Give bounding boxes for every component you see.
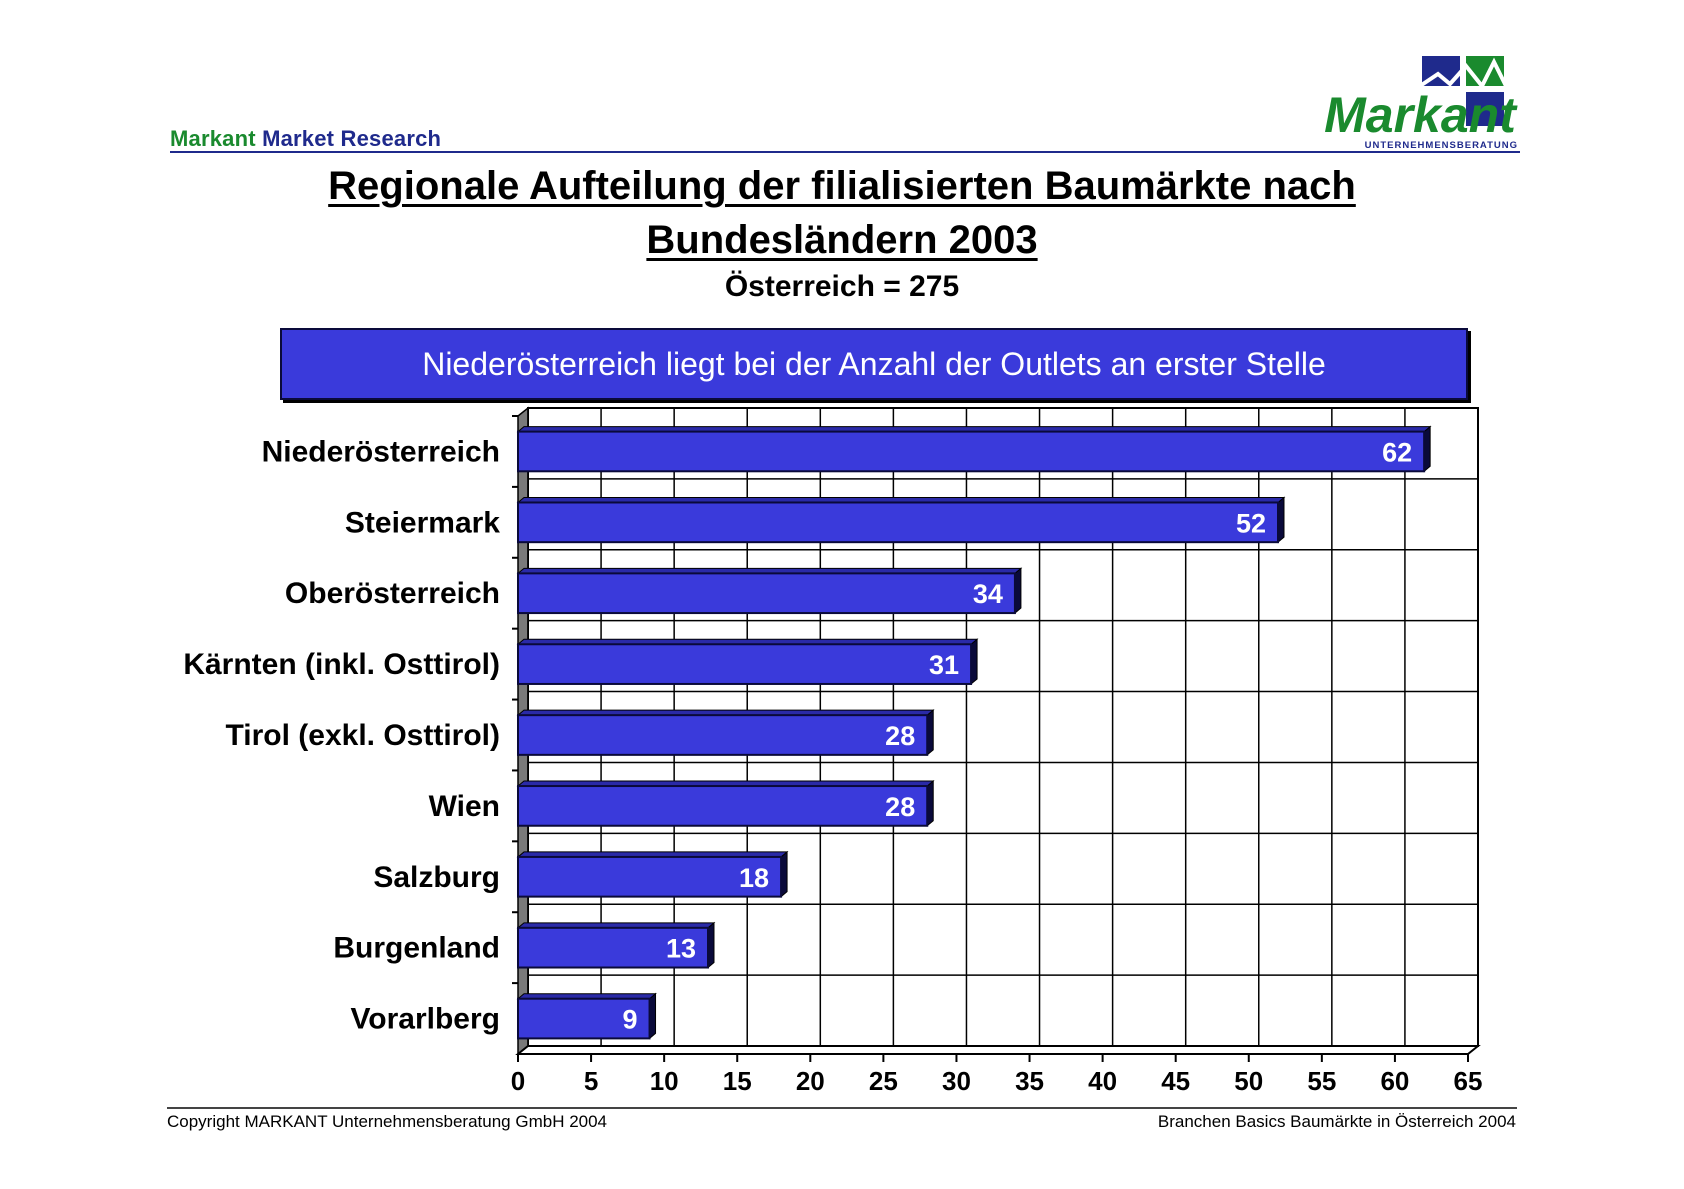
x-tick-label: 0 <box>511 1066 525 1096</box>
category-label: Wien <box>429 790 500 823</box>
bar <box>517 643 973 685</box>
bar <box>517 926 709 969</box>
x-tick-label: 25 <box>869 1066 898 1096</box>
header-rule <box>170 151 1520 153</box>
slide-subtitle: Österreich = 275 <box>724 270 960 303</box>
x-tick-label: 45 <box>1161 1066 1190 1096</box>
category-label: Vorarlberg <box>351 1003 501 1036</box>
bar <box>517 997 651 1040</box>
bar-value-label: 31 <box>929 650 959 680</box>
bar-value-label: 34 <box>973 579 1003 609</box>
category-label: Kärnten (inkl. Osttirol) <box>183 648 500 681</box>
category-label: Burgenland <box>333 932 500 965</box>
markant-logo: Markant UNTERNEHMENSBERATUNG <box>1324 56 1518 151</box>
bar <box>517 572 1016 615</box>
bar <box>517 785 929 827</box>
x-tick-label: 35 <box>1015 1066 1044 1096</box>
footer-copyright: Copyright MARKANT Unternehmensberatung G… <box>167 1112 608 1131</box>
x-tick-label: 5 <box>584 1066 598 1096</box>
bar-value-label: 52 <box>1236 508 1266 538</box>
bar <box>517 855 783 898</box>
logo-text: Markant <box>1324 87 1518 143</box>
x-tick-label: 55 <box>1307 1066 1336 1096</box>
brand-part1: Markant <box>170 126 256 151</box>
headline-banner: Niederösterreich liegt bei der Anzahl de… <box>280 328 1468 400</box>
bar-value-label: 9 <box>623 1005 638 1035</box>
x-tick-label: 10 <box>650 1066 679 1096</box>
bar-value-label: 62 <box>1382 437 1412 467</box>
category-label: Steiermark <box>345 506 500 539</box>
x-tick-label: 40 <box>1088 1066 1117 1096</box>
x-tick-label: 60 <box>1380 1066 1409 1096</box>
x-tick-label: 65 <box>1454 1066 1483 1096</box>
category-label: Oberösterreich <box>285 577 500 610</box>
category-label: Niederösterreich <box>262 435 500 468</box>
brand-part2: Market Research <box>262 126 442 151</box>
x-tick-label: 50 <box>1234 1066 1263 1096</box>
slide-title-line1: Regionale Aufteilung der filialisierten … <box>328 164 1356 208</box>
bar <box>517 714 929 756</box>
logo-subtext: UNTERNEHMENSBERATUNG <box>1365 140 1518 151</box>
bar <box>517 430 1426 473</box>
category-label: Tirol (exkl. Osttirol) <box>226 719 501 752</box>
brand-label: Markant Market Research <box>170 126 441 152</box>
slide-title-line2: Bundesländern 2003 <box>646 218 1038 262</box>
bar <box>517 501 1279 544</box>
bar-value-label: 28 <box>885 792 915 822</box>
x-tick-label: 15 <box>723 1066 752 1096</box>
bar-value-label: 18 <box>739 863 769 893</box>
footer-source: Branchen Basics Baumärkte in Österreich … <box>1157 1112 1516 1131</box>
category-label: Salzburg <box>373 861 500 894</box>
bar-value-label: 13 <box>666 934 696 964</box>
bar-value-label: 28 <box>885 721 915 751</box>
x-tick-label: 30 <box>942 1066 971 1096</box>
plot-floor <box>515 1045 1481 1055</box>
footer-rule <box>167 1107 1517 1109</box>
x-tick-label: 20 <box>796 1066 825 1096</box>
